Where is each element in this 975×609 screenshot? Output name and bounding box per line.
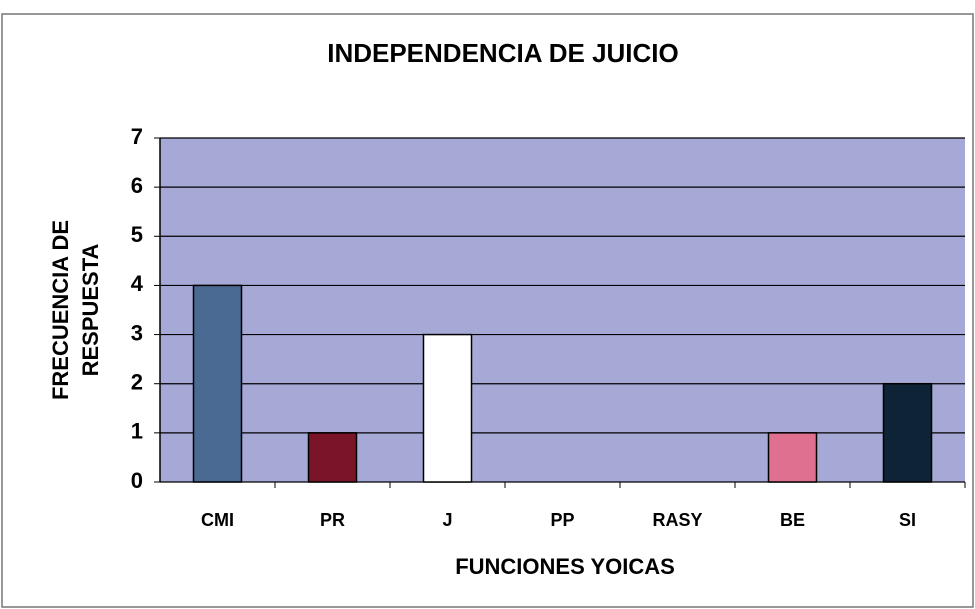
y-tick-label: 7 bbox=[131, 124, 143, 149]
plot-area bbox=[160, 138, 965, 482]
y-axis-label: RESPUESTA bbox=[78, 243, 103, 376]
x-axis-label: FUNCIONES YOICAS bbox=[455, 554, 675, 579]
bar bbox=[307, 432, 358, 483]
y-tick-label: 6 bbox=[131, 173, 143, 198]
x-tick-label: BE bbox=[780, 510, 805, 530]
bar bbox=[192, 284, 243, 483]
y-axis-label: FRECUENCIA DE bbox=[48, 220, 73, 400]
bar bbox=[882, 382, 933, 483]
x-tick-label: SI bbox=[899, 510, 916, 530]
bar bbox=[767, 432, 818, 483]
chart-title: INDEPENDENCIA DE JUICIO bbox=[327, 38, 679, 68]
x-tick-label: CMI bbox=[201, 510, 234, 530]
x-tick-label: PR bbox=[320, 510, 345, 530]
x-tick-label: RASY bbox=[652, 510, 702, 530]
y-tick-label: 5 bbox=[131, 222, 143, 247]
x-tick-label: J bbox=[442, 510, 452, 530]
y-tick-label: 1 bbox=[131, 419, 143, 444]
x-tick-label: PP bbox=[550, 510, 574, 530]
y-tick-label: 0 bbox=[131, 468, 143, 493]
y-tick-label: 3 bbox=[131, 320, 143, 345]
y-tick-label: 2 bbox=[131, 370, 143, 395]
y-tick-label: 4 bbox=[131, 271, 144, 296]
bar bbox=[422, 333, 473, 483]
